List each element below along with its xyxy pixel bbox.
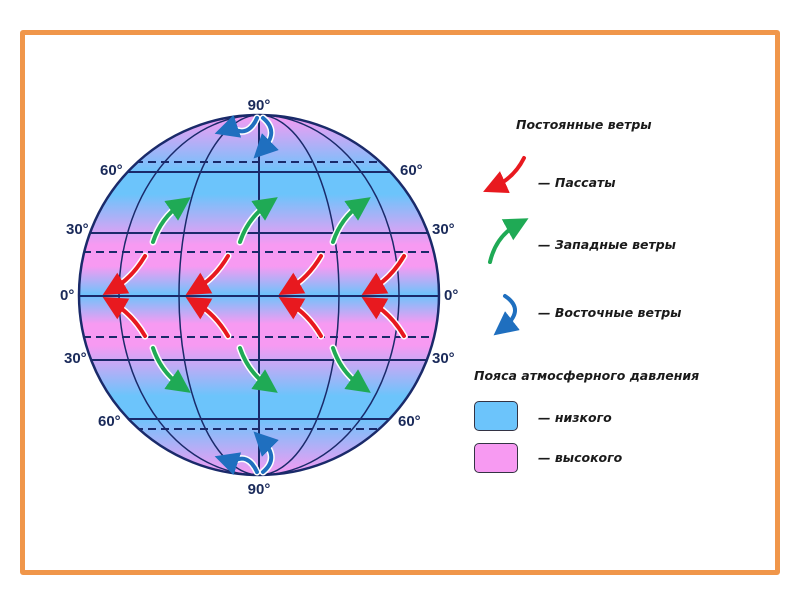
easterly-arrow — [214, 452, 259, 476]
legend-westerlies: — Западные ветры — [538, 237, 676, 252]
label-s60-left: 60° — [98, 413, 121, 430]
legend-westerly-icon-outline — [486, 220, 522, 266]
label-s30-right: 30° — [432, 350, 455, 367]
globe-outline — [77, 113, 441, 477]
legend-pressure-title: Пояса атмосферного давления — [474, 368, 700, 383]
easterly-arrow — [214, 114, 259, 138]
legend-westerly-icon — [488, 218, 529, 264]
westerly-arrow — [151, 346, 191, 393]
westerly-arrow — [331, 197, 371, 244]
label-n30-right: 30° — [432, 221, 455, 238]
label-south-pole: 90° — [248, 481, 271, 498]
label-n60-right: 60° — [400, 162, 423, 179]
legend-easterly-icon — [493, 294, 520, 336]
label-n60-left: 60° — [100, 162, 123, 179]
label-s30-left: 30° — [64, 350, 87, 367]
legend-low-swatch — [474, 401, 518, 431]
trade-wind-arrow — [185, 296, 230, 338]
trade-wind-arrow — [102, 296, 147, 338]
legend-easterlies: — Восточные ветры — [538, 305, 682, 320]
legend-trade-wind-icon — [483, 156, 526, 194]
legend-low: — низкого — [538, 410, 612, 425]
label-north-pole: 90° — [248, 97, 271, 114]
easterly-arrow — [253, 116, 279, 159]
legend-winds-title: Постоянные ветры — [516, 117, 652, 132]
label-s60-right: 60° — [398, 413, 421, 430]
trade-wind-arrow — [361, 296, 406, 338]
meridian-line — [178, 115, 340, 475]
westerly-arrow — [238, 346, 278, 393]
trade-wind-arrow — [361, 254, 406, 296]
trade-wind-arrow — [185, 254, 230, 296]
legend-trade-winds: — Пассаты — [538, 175, 616, 190]
trade-wind-arrow — [278, 296, 323, 338]
westerly-arrow — [238, 197, 278, 244]
label-eq-right: 0° — [444, 287, 458, 304]
label-n30-left: 30° — [66, 221, 89, 238]
trade-wind-arrow — [278, 254, 323, 296]
westerly-arrow — [151, 197, 191, 244]
label-eq-left: 0° — [60, 287, 74, 304]
trade-wind-arrow — [102, 254, 147, 296]
easterly-arrow — [253, 431, 279, 474]
legend-high-swatch — [474, 443, 518, 473]
westerly-arrow — [331, 346, 371, 393]
legend-high: — высокого — [538, 450, 623, 465]
